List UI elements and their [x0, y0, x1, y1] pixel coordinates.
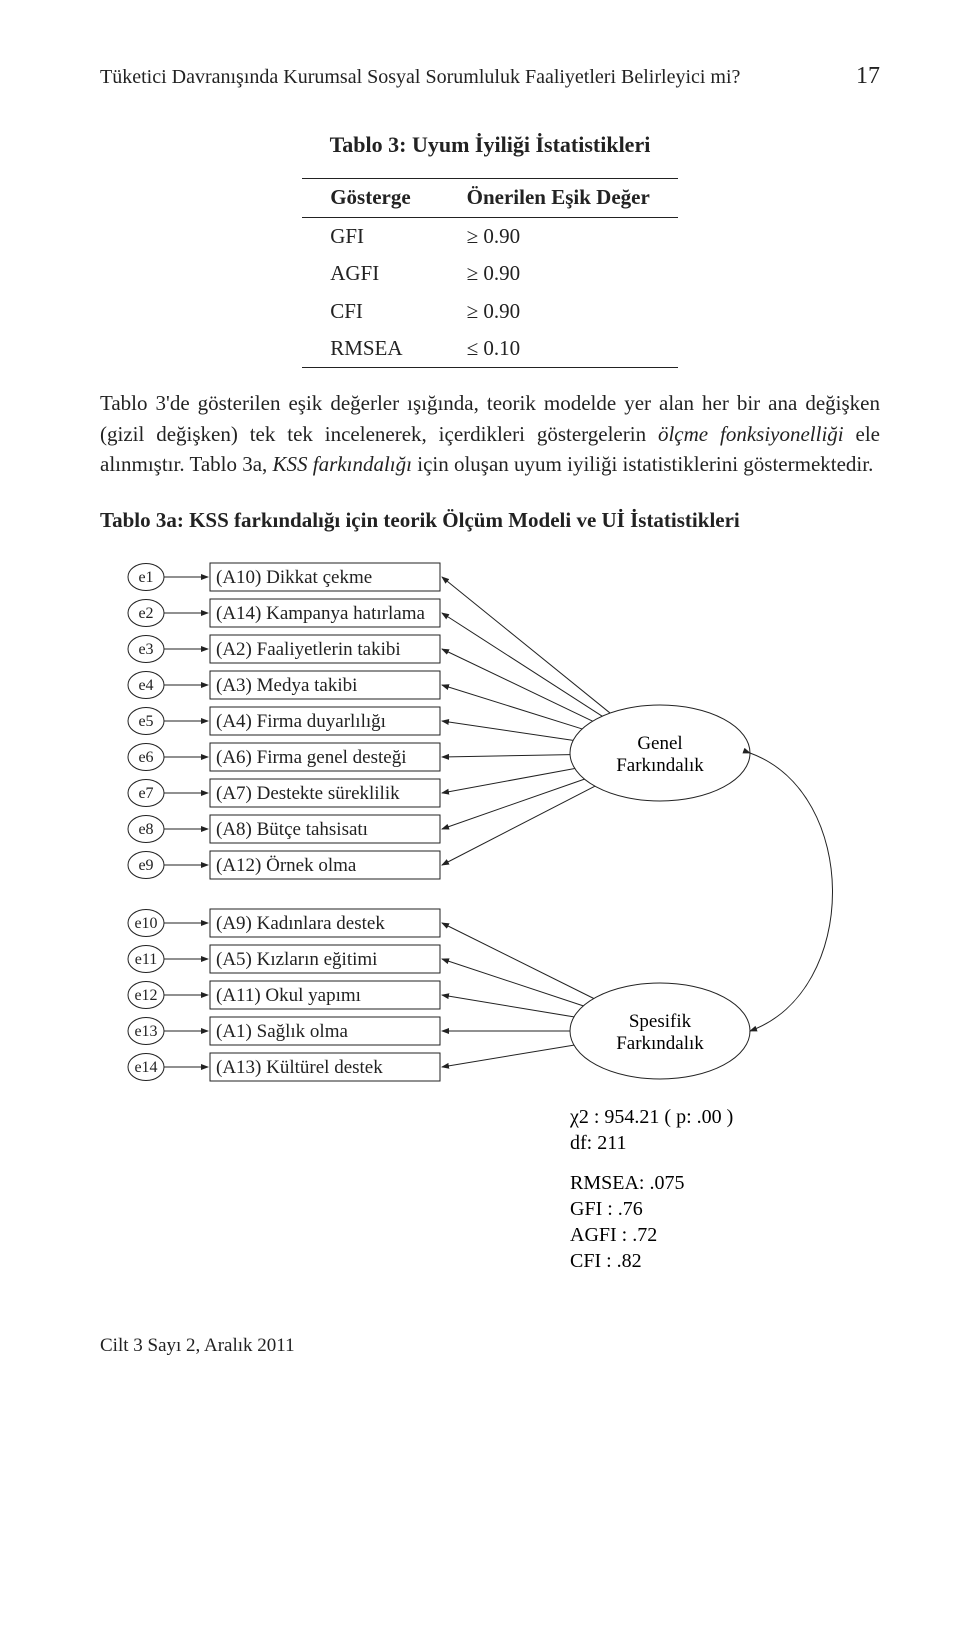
table3-col1: Gösterge [302, 179, 438, 217]
svg-text:(A5) Kızların eğitimi: (A5) Kızların eğitimi [216, 949, 377, 970]
table-row: RMSEA≤ 0.10 [302, 330, 678, 368]
svg-text:(A1) Sağlık olma: (A1) Sağlık olma [216, 1021, 348, 1042]
svg-text:e5: e5 [138, 713, 153, 730]
table-cell: RMSEA [302, 330, 438, 368]
svg-text:e4: e4 [138, 677, 153, 694]
svg-text:e6: e6 [138, 749, 153, 766]
svg-text:(A8) Bütçe tahsisatı: (A8) Bütçe tahsisatı [216, 819, 368, 840]
svg-text:(A11) Okul yapımı: (A11) Okul yapımı [216, 985, 361, 1006]
svg-text:AGFI : .72: AGFI : .72 [570, 1224, 657, 1246]
svg-text:CFI : .82: CFI : .82 [570, 1250, 642, 1272]
svg-text:e11: e11 [135, 951, 158, 968]
svg-text:e12: e12 [134, 987, 157, 1004]
svg-text:(A13) Kültürel destek: (A13) Kültürel destek [216, 1057, 383, 1078]
svg-text:(A3) Medya takibi: (A3) Medya takibi [216, 675, 357, 696]
table-cell: GFI [302, 217, 438, 255]
svg-text:e13: e13 [134, 1023, 157, 1040]
running-head: Tüketici Davranışında Kurumsal Sosyal So… [100, 63, 740, 91]
svg-text:Genel: Genel [637, 733, 682, 754]
table-row: GFI≥ 0.90 [302, 217, 678, 255]
svg-text:e7: e7 [138, 785, 153, 802]
sem-diagram-svg: e1 (A10) Dikkat çekme e2 (A14) Kampanya hat… [100, 553, 880, 1293]
svg-text:Farkındalık: Farkındalık [616, 1033, 704, 1054]
page-header: Tüketici Davranışında Kurumsal Sosyal So… [100, 60, 880, 94]
table-row: AGFI≥ 0.90 [302, 255, 678, 292]
svg-text:GFI : .76: GFI : .76 [570, 1198, 643, 1220]
page-footer: Cilt 3 Sayı 2, Aralık 2011 [100, 1333, 880, 1360]
svg-text:e3: e3 [138, 641, 153, 658]
table-cell: ≥ 0.90 [439, 293, 678, 330]
svg-text:e1: e1 [138, 569, 153, 586]
svg-text:(A9) Kadınlara destek: (A9) Kadınlara destek [216, 913, 385, 934]
fit-indices-table: Gösterge Önerilen Eşik Değer GFI≥ 0.90AG… [302, 178, 678, 368]
svg-text:e2: e2 [138, 605, 153, 622]
table-cell: ≥ 0.90 [439, 217, 678, 255]
svg-text:e9: e9 [138, 857, 153, 874]
svg-text:(A14) Kampanya hatırlama: (A14) Kampanya hatırlama [216, 603, 425, 624]
diagram-title: Tablo 3a: KSS farkındalığı için teorik Ö… [100, 506, 880, 535]
table-cell: AGFI [302, 255, 438, 292]
table-row: CFI≥ 0.90 [302, 293, 678, 330]
table-cell: ≥ 0.90 [439, 255, 678, 292]
svg-text:e8: e8 [138, 821, 153, 838]
svg-text:(A7) Destekte süreklilik: (A7) Destekte süreklilik [216, 783, 400, 804]
page-number: 17 [856, 60, 880, 94]
table-cell: CFI [302, 293, 438, 330]
svg-text:(A2) Faaliyetlerin takibi: (A2) Faaliyetlerin takibi [216, 639, 401, 660]
table3-title: Tablo 3: Uyum İyiliği İstatistikleri [100, 130, 880, 161]
body-paragraph: Tablo 3'de gösterilen eşik değerler ışığ… [100, 388, 880, 479]
svg-text:e10: e10 [134, 915, 157, 932]
svg-text:Spesifik: Spesifik [629, 1011, 692, 1032]
sem-diagram: e1 (A10) Dikkat çekme e2 (A14) Kampanya hat… [100, 553, 880, 1293]
svg-text:(A4) Firma duyarlılığı: (A4) Firma duyarlılığı [216, 711, 386, 732]
svg-text:(A10) Dikkat çekme: (A10) Dikkat çekme [216, 567, 372, 588]
svg-text:χ2 : 954.21 ( p: .00 ): χ2 : 954.21 ( p: .00 ) [569, 1106, 733, 1128]
svg-text:(A12) Örnek olma: (A12) Örnek olma [216, 855, 357, 876]
svg-text:df: 211: df: 211 [570, 1132, 626, 1154]
svg-text:RMSEA: .075: RMSEA: .075 [570, 1172, 684, 1194]
svg-text:Farkındalık: Farkındalık [616, 755, 704, 776]
svg-text:(A6) Firma genel desteği: (A6) Firma genel desteği [216, 747, 406, 768]
svg-text:e14: e14 [134, 1059, 157, 1076]
table-cell: ≤ 0.10 [439, 330, 678, 368]
table3-col2: Önerilen Eşik Değer [439, 179, 678, 217]
